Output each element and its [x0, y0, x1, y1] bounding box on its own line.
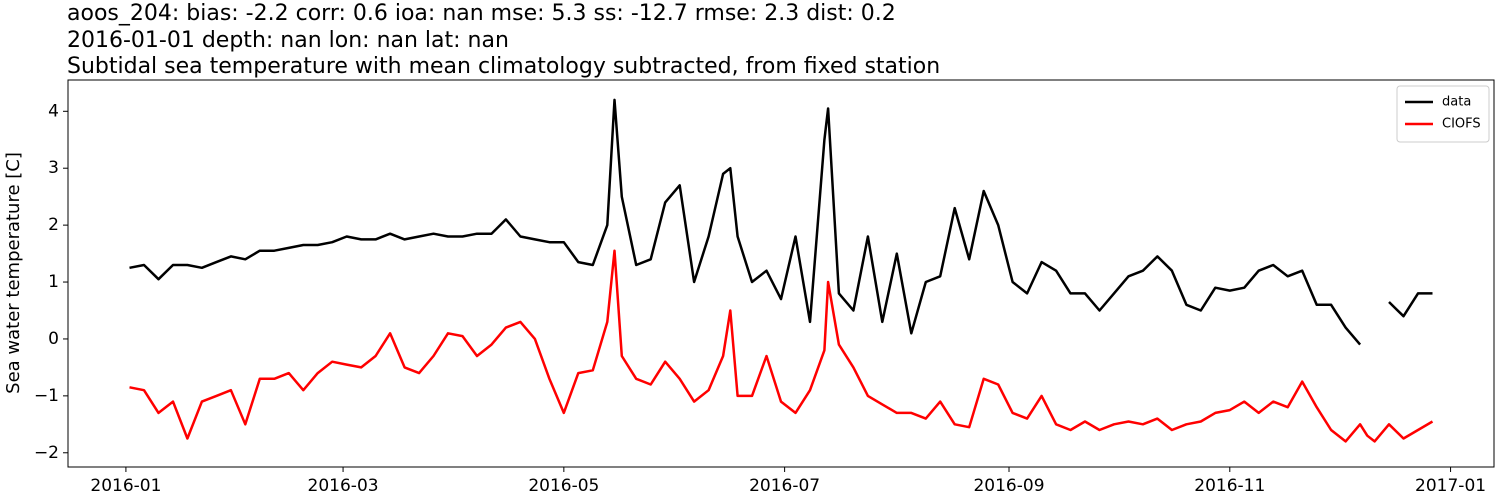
x-tick-label: 2016-11	[1194, 476, 1265, 496]
y-axis-label: Sea water temperature [C]	[3, 152, 24, 394]
x-tick-label: 2016-05	[528, 476, 599, 496]
x-tick-label: 2016-09	[973, 476, 1044, 496]
y-tick-label: 3	[48, 158, 59, 178]
y-tick-label: −1	[34, 386, 59, 406]
title-line: aoos_204: bias: -2.2 corr: 0.6 ioa: nan …	[67, 1, 896, 26]
y-tick-label: 0	[48, 329, 59, 349]
x-tick-label: 2016-01	[90, 476, 161, 496]
y-tick-label: 2	[48, 215, 59, 235]
series-line	[129, 249, 1434, 443]
x-tick-label: 2017-01	[1415, 476, 1486, 496]
y-tick-label: 4	[48, 101, 59, 121]
x-tick-label: 2016-03	[308, 476, 379, 496]
plot-frame	[67, 79, 1495, 468]
title-line: 2016-01-01 depth: nan lon: nan lat: nan	[67, 28, 509, 53]
title-line: Subtidal sea temperature with mean clima…	[67, 54, 940, 79]
legend-label: CIOFS	[1442, 117, 1481, 132]
x-tick-label: 2016-07	[749, 476, 820, 496]
y-tick-label: −2	[34, 443, 59, 463]
series-line	[129, 98, 1433, 346]
y-tick-label: 1	[48, 272, 59, 292]
legend-box	[1396, 85, 1490, 143]
legend-label: data	[1442, 95, 1471, 110]
